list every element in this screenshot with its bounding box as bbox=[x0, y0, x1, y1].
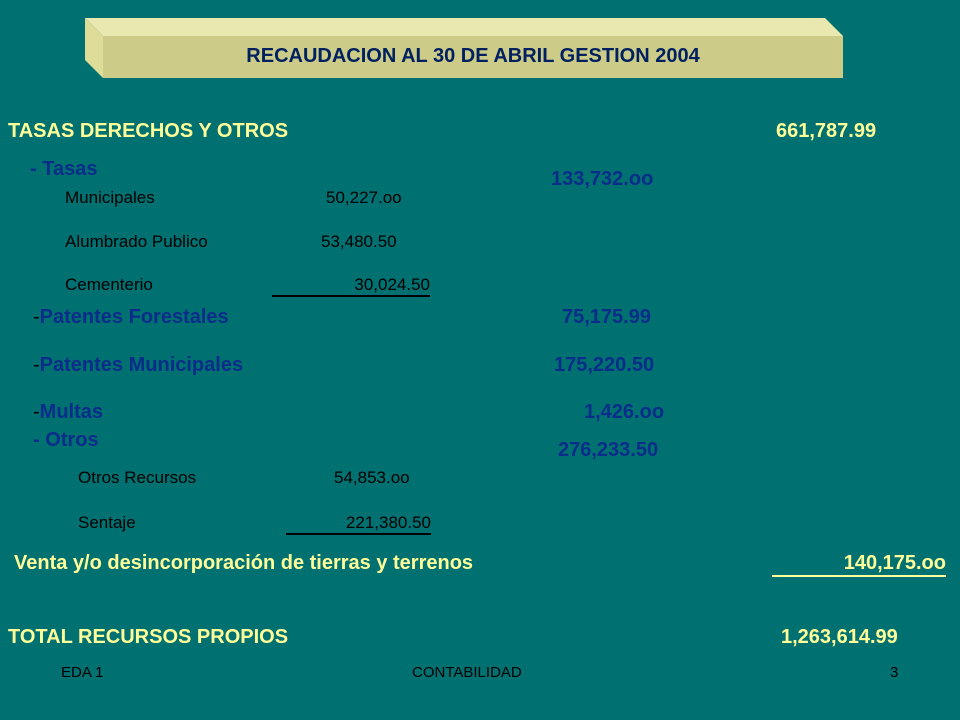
patentes-forestales-amount: 75,175.99 bbox=[562, 306, 651, 328]
tasas-label: - Tasas bbox=[30, 158, 98, 180]
tasas-item-amount: 50,227.oo bbox=[326, 188, 402, 207]
venta-amount: 140,175.oo bbox=[772, 552, 946, 577]
row-dash: - bbox=[33, 401, 40, 423]
tasas-item-amount: 53,480.50 bbox=[321, 232, 397, 251]
title-banner: RECAUDACION AL 30 DE ABRIL GESTION 2004 bbox=[85, 18, 845, 78]
footer-center: CONTABILIDAD bbox=[412, 664, 522, 681]
otros-item-label: Otros Recursos bbox=[78, 468, 197, 487]
venta-label: Venta y/o desincorporación de tierras y … bbox=[14, 552, 474, 574]
page-number: 3 bbox=[890, 664, 899, 681]
multas-label: Multas bbox=[39, 401, 104, 423]
page-title: RECAUDACION AL 30 DE ABRIL GESTION 2004 bbox=[246, 45, 700, 67]
section-tasas-derechos-amount: 661,787.99 bbox=[776, 120, 877, 142]
multas-row: -Multas bbox=[33, 401, 103, 424]
patentes-municipales-amount: 175,220.50 bbox=[554, 354, 655, 376]
total-amount: 1,263,614.99 bbox=[781, 626, 898, 648]
section-tasas-derechos-label: TASAS DERECHOS Y OTROS bbox=[8, 120, 289, 142]
patentes-forestales-label: Patentes Forestales bbox=[39, 306, 229, 328]
footer-left: EDA 1 bbox=[61, 664, 104, 681]
row-dash: - bbox=[33, 354, 40, 376]
otros-item-label: Sentaje bbox=[78, 513, 136, 532]
tasas-item-label: Cementerio bbox=[65, 275, 153, 294]
total-label: TOTAL RECURSOS PROPIOS bbox=[8, 626, 289, 648]
tasas-item-amount: 30,024.50 bbox=[272, 275, 430, 297]
otros-item-amount: 54,853.oo bbox=[334, 468, 410, 487]
banner-bevel bbox=[85, 18, 843, 78]
row-dash: - bbox=[33, 306, 40, 328]
multas-amount: 1,426.oo bbox=[584, 401, 665, 423]
tasas-item-label: Municipales bbox=[65, 188, 155, 207]
otros-label: - Otros bbox=[33, 429, 99, 451]
otros-amount: 276,233.50 bbox=[558, 439, 659, 461]
patentes-forestales-row: -Patentes Forestales bbox=[33, 306, 229, 329]
patentes-municipales-row: -Patentes Municipales bbox=[33, 354, 243, 377]
tasas-item-label: Alumbrado Publico bbox=[65, 232, 208, 251]
otros-item-amount: 221,380.50 bbox=[286, 513, 431, 535]
patentes-municipales-label: Patentes Municipales bbox=[39, 354, 244, 376]
tasas-amount: 133,732.oo bbox=[551, 168, 654, 190]
